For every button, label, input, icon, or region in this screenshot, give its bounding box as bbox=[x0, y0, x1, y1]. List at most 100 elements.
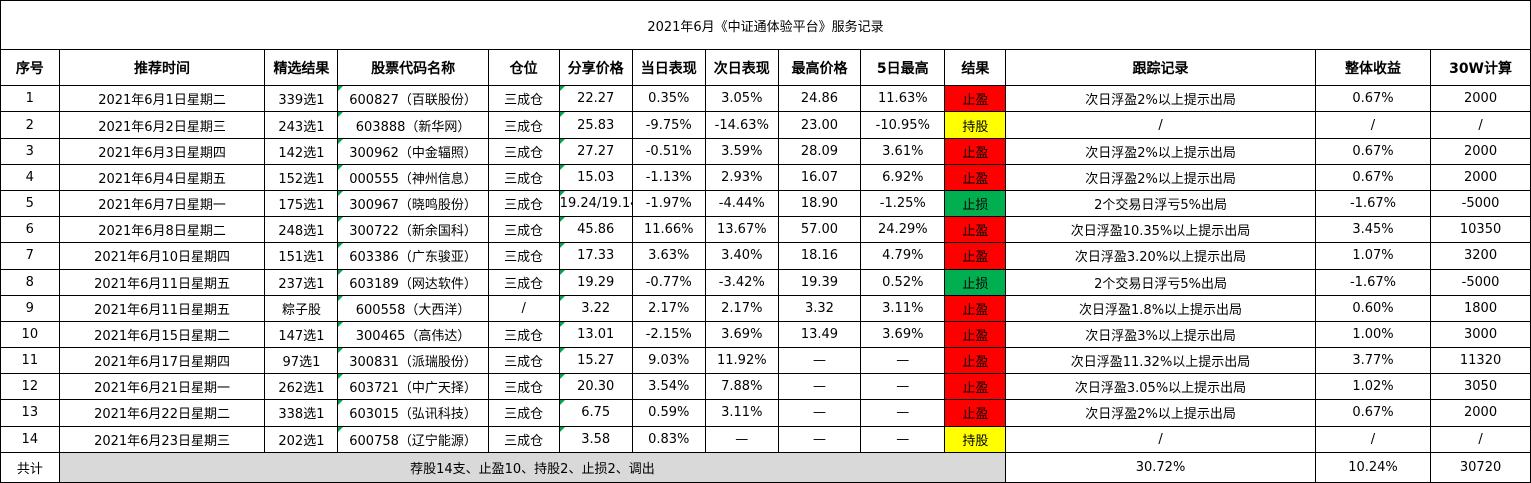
cell-high-price: 57.00 bbox=[777, 216, 862, 244]
cell-overall-gain: 1.02% bbox=[1314, 373, 1432, 401]
cell-result: 止盈 bbox=[944, 320, 1007, 349]
cell-high-price: 24.86 bbox=[777, 85, 862, 113]
cell-tracking: 次日浮盈3.20%以上提示出局 bbox=[1005, 242, 1316, 270]
cell-5day-high: 3.69% bbox=[860, 320, 946, 349]
cell-position: 三成仓 bbox=[487, 425, 560, 453]
header-date: 推荐时间 bbox=[58, 49, 266, 87]
cell-next-change: 3.05% bbox=[704, 85, 779, 113]
cell-pick: 97选1 bbox=[264, 347, 339, 375]
cell-position: 三成仓 bbox=[487, 242, 560, 270]
cell-price: 19.24/19.14 bbox=[558, 189, 633, 218]
cell-position: 三成仓 bbox=[487, 373, 560, 401]
cell-price: 3.58 bbox=[558, 425, 633, 453]
cell-pick: 142选1 bbox=[264, 137, 339, 165]
cell-day-change: 11.66% bbox=[631, 216, 706, 244]
cell-tracking: 次日浮盈11.32%以上提示出局 bbox=[1005, 347, 1316, 375]
cell-tracking: 次日浮盈1.8%以上提示出局 bbox=[1005, 294, 1316, 322]
page-title: 2021年6月《中证通体验平台》服务记录 bbox=[0, 0, 1531, 51]
cell-result: 止盈 bbox=[944, 347, 1007, 375]
cell-no: 6 bbox=[0, 216, 60, 244]
header-day-change: 当日表现 bbox=[631, 49, 706, 87]
cell-position: 三成仓 bbox=[487, 137, 560, 165]
cell-result: 止盈 bbox=[944, 242, 1007, 270]
cell-high-price: 16.07 bbox=[777, 163, 862, 191]
cell-date: 2021年6月15日星期二 bbox=[58, 320, 266, 349]
cell-overall-gain: 0.67% bbox=[1314, 85, 1432, 113]
cell-no: 8 bbox=[0, 268, 60, 296]
cell-result: 止盈 bbox=[944, 85, 1007, 113]
table-row: 8 2021年6月11日星期五 237选1 603189（网达软件） 三成仓 19.29-… bbox=[0, 268, 1531, 296]
cell-high-price: — bbox=[777, 347, 862, 375]
total-summary: 荐股14支、止盈10、持股2、止损2、调出 bbox=[58, 451, 1007, 483]
cell-stock: 603721（中广天择） bbox=[337, 373, 489, 401]
cell-result: 止盈 bbox=[944, 399, 1007, 427]
cell-no: 11 bbox=[0, 347, 60, 375]
cell-no: 1 bbox=[0, 85, 60, 113]
header-next-change: 次日表现 bbox=[704, 49, 779, 87]
cell-high-price: 13.49 bbox=[777, 320, 862, 349]
cell-30w-calc: 3000 bbox=[1430, 320, 1531, 349]
cell-price: 27.27 bbox=[558, 137, 633, 165]
cell-price: 13.01 bbox=[558, 320, 633, 349]
header-high-price: 最高价格 bbox=[777, 49, 862, 87]
header-5day-high: 5日最高 bbox=[860, 49, 946, 87]
cell-tracking: 次日浮盈2%以上提示出局 bbox=[1005, 85, 1316, 113]
cell-result: 止损 bbox=[944, 189, 1007, 218]
table-row: 12 2021年6月21日星期一 262选1 603721（中广天择） 三成仓 20.30… bbox=[0, 373, 1531, 401]
cell-30w-calc: -5000 bbox=[1430, 189, 1531, 218]
cell-overall-gain: 1.07% bbox=[1314, 242, 1432, 270]
cell-result: 止盈 bbox=[944, 137, 1007, 165]
cell-pick: 粽子股 bbox=[264, 294, 339, 322]
cell-pick: 202选1 bbox=[264, 425, 339, 453]
header-overall-gain: 整体收益 bbox=[1314, 49, 1432, 87]
header-no: 序号 bbox=[0, 49, 60, 87]
cell-5day-high: 6.92% bbox=[860, 163, 946, 191]
cell-position: 三成仓 bbox=[487, 216, 560, 244]
cell-pick: 262选1 bbox=[264, 373, 339, 401]
cell-day-change: -1.97% bbox=[631, 189, 706, 218]
cell-next-change: 7.88% bbox=[704, 373, 779, 401]
cell-tracking: 次日浮盈2%以上提示出局 bbox=[1005, 163, 1316, 191]
total-row: 共计 荐股14支、止盈10、持股2、止损2、调出 30.72% 10.24% 30720 bbox=[0, 451, 1531, 483]
table-row: 6 2021年6月8日星期二 248选1 300722（新余国科） 三成仓 45.86 11… bbox=[0, 216, 1531, 244]
cell-pick: 152选1 bbox=[264, 163, 339, 191]
cell-date: 2021年6月23日星期三 bbox=[58, 425, 266, 453]
cell-overall-gain: 3.45% bbox=[1314, 216, 1432, 244]
cell-date: 2021年6月22日星期二 bbox=[58, 399, 266, 427]
cell-price: 45.86 bbox=[558, 216, 633, 244]
cell-date: 2021年6月8日星期二 bbox=[58, 216, 266, 244]
total-label: 共计 bbox=[0, 451, 60, 483]
cell-high-price: 23.00 bbox=[777, 111, 862, 139]
cell-day-change: 9.03% bbox=[631, 347, 706, 375]
cell-high-price: 28.09 bbox=[777, 137, 862, 165]
cell-tracking: / bbox=[1005, 425, 1316, 453]
cell-tracking: 次日浮盈2%以上提示出局 bbox=[1005, 399, 1316, 427]
cell-next-change: -4.44% bbox=[704, 189, 779, 218]
total-30w-calc: 30720 bbox=[1430, 451, 1531, 483]
cell-tracking: / bbox=[1005, 111, 1316, 139]
cell-no: 3 bbox=[0, 137, 60, 165]
cell-pick: 237选1 bbox=[264, 268, 339, 296]
cell-5day-high: — bbox=[860, 347, 946, 375]
cell-date: 2021年6月11日星期五 bbox=[58, 268, 266, 296]
cell-price: 3.22 bbox=[558, 294, 633, 322]
cell-date: 2021年6月4日星期五 bbox=[58, 163, 266, 191]
cell-30w-calc: 1800 bbox=[1430, 294, 1531, 322]
cell-stock: 300831（派瑞股份） bbox=[337, 347, 489, 375]
cell-day-change: 3.54% bbox=[631, 373, 706, 401]
table-row: 11 2021年6月17日星期四 97选1 300831（派瑞股份） 三成仓 15.27 9… bbox=[0, 347, 1531, 375]
header-result: 结果 bbox=[944, 49, 1007, 87]
cell-next-change: — bbox=[704, 425, 779, 453]
header-tracking: 跟踪记录 bbox=[1005, 49, 1316, 87]
cell-next-change: 3.11% bbox=[704, 399, 779, 427]
cell-price: 25.83 bbox=[558, 111, 633, 139]
cell-5day-high: -1.25% bbox=[860, 189, 946, 218]
cell-stock: 300465（高伟达） bbox=[337, 320, 489, 349]
cell-position: 三成仓 bbox=[487, 85, 560, 113]
cell-next-change: 13.67% bbox=[704, 216, 779, 244]
cell-high-price: 3.32 bbox=[777, 294, 862, 322]
cell-stock: 600827（百联股份） bbox=[337, 85, 489, 113]
cell-next-change: 3.59% bbox=[704, 137, 779, 165]
cell-result: 止盈 bbox=[944, 373, 1007, 401]
cell-position: / bbox=[487, 294, 560, 322]
